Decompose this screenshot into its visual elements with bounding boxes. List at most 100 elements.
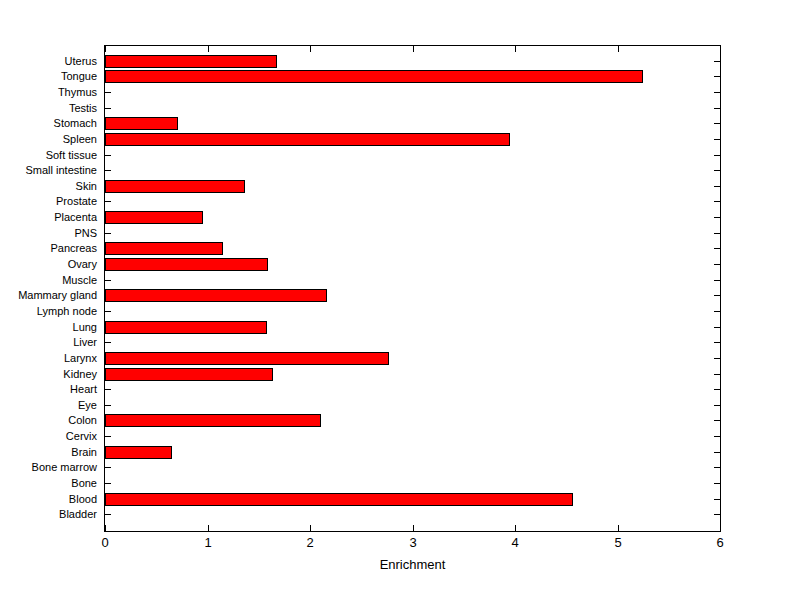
category-label: Heart	[0, 382, 97, 396]
x-tick-label: 1	[188, 535, 228, 550]
category-label: PNS	[0, 226, 97, 240]
y-tick-right	[714, 311, 720, 312]
category-label: Thymus	[0, 85, 97, 99]
y-tick-right	[714, 186, 720, 187]
x-tick-bottom	[618, 525, 619, 531]
y-tick-left	[105, 311, 111, 312]
x-tick-top	[310, 46, 311, 52]
y-tick-right	[714, 374, 720, 375]
y-tick-right	[714, 514, 720, 515]
y-tick-left	[105, 280, 111, 281]
y-tick-left	[105, 342, 111, 343]
y-tick-right	[714, 170, 720, 171]
x-tick-label: 2	[290, 535, 330, 550]
x-tick-top	[208, 46, 209, 52]
y-tick-left	[105, 467, 111, 468]
bar-ovary	[105, 258, 268, 271]
category-label: Mammary gland	[0, 288, 97, 302]
bar-mammary-gland	[105, 289, 327, 302]
x-tick-top	[515, 46, 516, 52]
category-label: Blood	[0, 492, 97, 506]
y-tick-right	[714, 280, 720, 281]
y-tick-right	[714, 139, 720, 140]
y-tick-left	[105, 233, 111, 234]
x-tick-top	[413, 46, 414, 52]
bar-spleen	[105, 133, 510, 146]
y-tick-right	[714, 155, 720, 156]
category-label: Skin	[0, 179, 97, 193]
y-tick-left	[105, 389, 111, 390]
category-label: Stomach	[0, 116, 97, 130]
x-tick-label: 6	[700, 535, 740, 550]
category-label: Colon	[0, 413, 97, 427]
y-tick-right	[714, 295, 720, 296]
y-tick-right	[714, 483, 720, 484]
bar-lung	[105, 321, 267, 334]
category-label: Pancreas	[0, 241, 97, 255]
category-label: Testis	[0, 101, 97, 115]
y-tick-right	[714, 327, 720, 328]
category-label: Eye	[0, 398, 97, 412]
x-tick-bottom	[310, 525, 311, 531]
category-label: Bone marrow	[0, 460, 97, 474]
x-tick-top	[618, 46, 619, 52]
category-label: Lung	[0, 320, 97, 334]
category-label: Tongue	[0, 69, 97, 83]
y-tick-right	[714, 217, 720, 218]
category-label: Muscle	[0, 273, 97, 287]
x-tick-top	[105, 46, 106, 52]
y-tick-right	[714, 123, 720, 124]
category-label: Brain	[0, 445, 97, 459]
x-tick-bottom	[208, 525, 209, 531]
x-tick-label: 4	[495, 535, 535, 550]
x-tick-bottom	[105, 525, 106, 531]
plot-area	[104, 45, 721, 532]
y-tick-right	[714, 61, 720, 62]
bar-placenta	[105, 211, 203, 224]
y-tick-right	[714, 436, 720, 437]
y-tick-right	[714, 233, 720, 234]
x-axis-label: Enrichment	[104, 557, 721, 572]
y-tick-right	[714, 76, 720, 77]
y-tick-right	[714, 452, 720, 453]
bar-colon	[105, 414, 321, 427]
bar-larynx	[105, 352, 389, 365]
x-tick-bottom	[515, 525, 516, 531]
y-tick-right	[714, 405, 720, 406]
x-tick-label: 5	[598, 535, 638, 550]
enrichment-bar-chart: Enrichment UterusTongue Thymus TestisStoma…	[0, 0, 800, 599]
bar-skin	[105, 180, 245, 193]
y-tick-left	[105, 436, 111, 437]
y-tick-right	[714, 467, 720, 468]
bar-brain	[105, 446, 172, 459]
y-tick-left	[105, 201, 111, 202]
x-tick-bottom	[413, 525, 414, 531]
y-tick-right	[714, 389, 720, 390]
category-label: Spleen	[0, 132, 97, 146]
bar-pancreas	[105, 242, 223, 255]
category-label: Larynx	[0, 351, 97, 365]
y-tick-right	[714, 342, 720, 343]
y-tick-left	[105, 514, 111, 515]
bar-tongue	[105, 70, 643, 83]
x-tick-bottom	[720, 525, 721, 531]
x-tick-label: 3	[393, 535, 433, 550]
category-label: Uterus	[0, 54, 97, 68]
x-tick-top	[720, 46, 721, 52]
x-tick-label: 0	[85, 535, 125, 550]
y-tick-right	[714, 201, 720, 202]
y-tick-right	[714, 108, 720, 109]
y-tick-right	[714, 420, 720, 421]
y-tick-left	[105, 405, 111, 406]
category-label: Cervix	[0, 429, 97, 443]
y-tick-left	[105, 108, 111, 109]
y-tick-left	[105, 155, 111, 156]
y-tick-right	[714, 92, 720, 93]
y-tick-left	[105, 170, 111, 171]
y-tick-right	[714, 358, 720, 359]
y-tick-right	[714, 264, 720, 265]
category-label: Ovary	[0, 257, 97, 271]
category-label: Lymph node	[0, 304, 97, 318]
category-label: Small intestine	[0, 163, 97, 177]
category-label: Bone	[0, 476, 97, 490]
